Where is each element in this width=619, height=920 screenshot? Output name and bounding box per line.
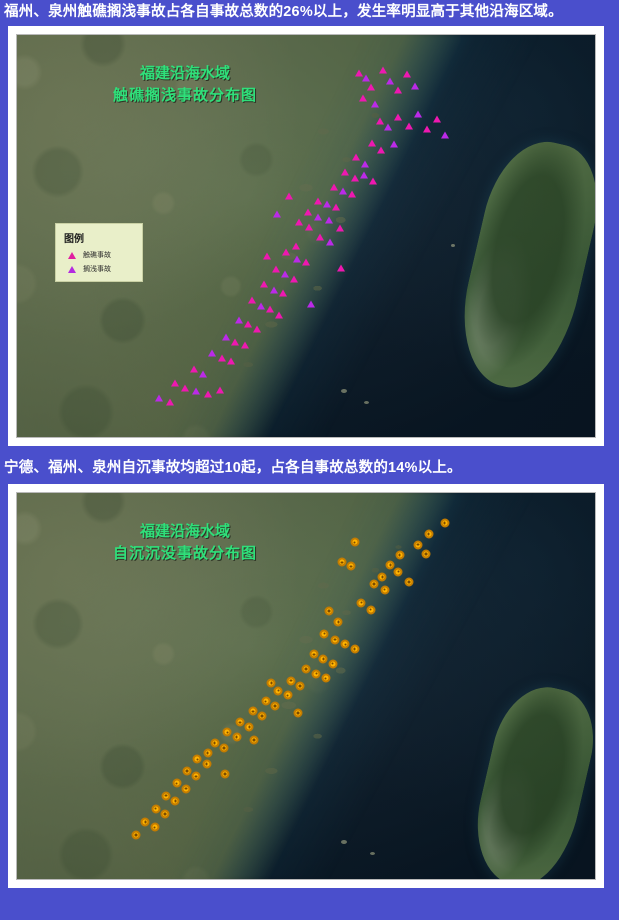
map-title-grounding: 福建沿海水域 触礁搁浅事故分布图 [113, 63, 257, 107]
map-canvas-grounding[interactable]: 福建沿海水域 触礁搁浅事故分布图 图例 触礁事故 搁浅事故 [16, 34, 596, 438]
map-figure-grounding: 福建沿海水域 触礁搁浅事故分布图 图例 触礁事故 搁浅事故 [8, 26, 604, 446]
headline-accident-grounding: 福州、泉州触礁搁浅事故占各自事故总数的26%以上，发生率明显高于其他沿海区域。 [4, 4, 563, 20]
islet [340, 840, 347, 845]
map-title-selfsinking: 福建沿海水域 自沉沉没事故分布图 [113, 521, 257, 565]
satellite-basemap-selfsinking [17, 493, 595, 879]
legend-item-grounding: 搁浅事故 [64, 264, 134, 274]
triangle-icon [68, 251, 76, 259]
legend-item-label: 触礁事故 [83, 252, 111, 259]
map-figure-selfsinking: 福建沿海水域 自沉沉没事故分布图 图例 自沉沉没事故 [8, 484, 604, 888]
legend-item-reef-collision: 触礁事故 [64, 250, 134, 260]
map-title-line1: 福建沿海水域 [140, 65, 231, 82]
islet [369, 851, 375, 855]
legend-item-label: 搁浅事故 [83, 266, 111, 273]
map-canvas-selfsinking[interactable]: 福建沿海水域 自沉沉没事故分布图 图例 自沉沉没事故 [16, 492, 596, 880]
legend-title: 图例 [64, 234, 84, 245]
map-title-line2: 自沉沉没事故分布图 [113, 545, 258, 562]
map-title-line1: 福建沿海水域 [140, 523, 231, 540]
headline-accident-selfsinking: 宁德、福州、泉州自沉事故均超过10起，占各自事故总数的14%以上。 [4, 460, 462, 476]
triangle-icon [68, 265, 76, 273]
legend-grounding: 图例 触礁事故 搁浅事故 [55, 223, 143, 282]
map-title-line2: 触礁搁浅事故分布图 [113, 87, 258, 104]
islet [340, 388, 347, 393]
islet [363, 400, 369, 404]
islet [450, 244, 455, 248]
